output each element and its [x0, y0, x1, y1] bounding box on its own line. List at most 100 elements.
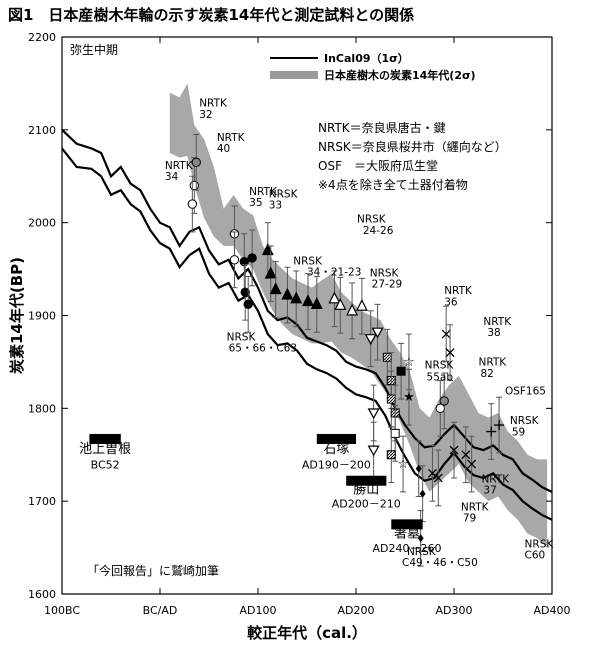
sample-label: NRTK [199, 98, 228, 110]
data-point-square [386, 394, 396, 404]
data-point-x [433, 473, 443, 483]
data-point-circle [229, 255, 240, 265]
x-tick-label: AD100 [240, 604, 277, 617]
x-tick-label: AD400 [534, 604, 571, 617]
sample-label: 65・66・C63 [229, 343, 297, 355]
data-point-circle [247, 253, 257, 263]
period-site-name: 箸墓 [394, 525, 420, 541]
sample-label: OSF165 [505, 385, 546, 397]
sample-label: 33 [269, 200, 282, 212]
sample-label: 79 [463, 513, 476, 525]
period-date: BC52 [91, 459, 120, 472]
sample-label: 59 [512, 426, 525, 438]
x-tick-label: 100BC [44, 604, 80, 617]
period-site-name: 勝山 [353, 483, 379, 498]
data-point-triangle [269, 282, 282, 295]
data-point-triangle [302, 294, 314, 307]
sample-label: NRTK [217, 132, 246, 144]
figure-title: 図1 日本産樹木年輪の示す炭素14年代と測定試料との関係 [8, 6, 415, 24]
site-note: NRSK＝奈良県桜井市（纒向など） [318, 139, 507, 154]
chart-footnote: 「今回報告」に鷲崎加筆 [87, 563, 219, 578]
sample-label: NRTK [461, 501, 490, 513]
sample-label: C60 [525, 550, 546, 562]
data-point-triangle [310, 297, 323, 309]
data-point-x [467, 459, 477, 469]
data-point-star: ☆ [403, 355, 415, 370]
period-date: AD190－200 [302, 459, 371, 472]
sample-label: NRSK [407, 546, 437, 558]
sample-label: C49・46・C50 [402, 557, 478, 569]
y-tick-label: 2000 [28, 217, 56, 230]
sample-label: 40 [217, 143, 230, 155]
sample-label: 37 [483, 485, 496, 497]
period-date: AD200－210 [332, 498, 401, 511]
sample-label: NRSK [510, 415, 540, 427]
data-point-plus [494, 420, 505, 431]
sample-label: NRSK [357, 214, 387, 226]
data-point-x [445, 348, 455, 358]
sample-label: 34・21-23 [307, 267, 361, 279]
plot-frame [61, 36, 553, 595]
data-point-triangle [355, 298, 368, 311]
data-point-circle [189, 180, 200, 191]
data-point-circle [439, 396, 449, 406]
x-tick-label: AD200 [338, 604, 375, 617]
sample-label: NRTK [249, 186, 278, 198]
sample-label: 27-29 [372, 279, 403, 291]
period-site-name: 石塚 [323, 442, 349, 457]
sample-label: 24-26 [363, 225, 394, 237]
data-point-square [390, 428, 400, 438]
sample-label: 32 [199, 109, 212, 121]
data-point-triangle [290, 291, 303, 304]
data-point-x [427, 468, 437, 478]
data-point-x [441, 329, 451, 339]
japan-tree-band [169, 83, 548, 548]
y-tick-label: 2100 [28, 124, 56, 137]
sample-label: NRSK [525, 539, 555, 551]
data-point-circle [187, 199, 198, 209]
data-point-triangle-down [371, 327, 384, 339]
sample-label: 34 [165, 171, 179, 183]
y-tick-label: 1600 [28, 588, 56, 601]
data-point-triangle-down [364, 334, 377, 345]
sample-label: NRSK [227, 332, 257, 344]
site-note: OSF ＝大阪府瓜生堂 [318, 158, 438, 173]
period-bar [89, 433, 121, 444]
period-site-name: 池上曽根 [79, 442, 131, 457]
period-bar [316, 433, 356, 444]
x-tick-label: BC/AD [143, 604, 178, 617]
data-point-triangle-down [367, 408, 380, 420]
sample-label: 36 [444, 296, 458, 308]
sample-label: NRSK [370, 268, 400, 280]
data-point-triangle-down [367, 445, 380, 457]
data-point-x [449, 445, 459, 455]
data-point-circle [191, 157, 201, 168]
x-tick-label: AD300 [436, 604, 473, 617]
sample-label: NRTK [165, 160, 194, 172]
data-point-diamond [415, 464, 422, 473]
data-point-triangle [264, 266, 277, 279]
y-axis-label: 炭素14年代(BP) [8, 257, 26, 374]
y-tick-label: 1700 [28, 495, 56, 508]
sample-label: NRSK [293, 255, 323, 267]
sample-label: 35 [249, 197, 262, 209]
site-note: NRTK＝奈良県唐古・鍵 [318, 120, 446, 135]
period-date: AD240－260 [372, 542, 441, 555]
site-note: ※4点を除き全て土器付着物 [318, 177, 468, 192]
period-corner-label: 弥生中期 [70, 42, 118, 57]
data-point-circle [243, 299, 253, 310]
y-tick-label: 1800 [28, 402, 56, 415]
sample-label: NRTK [481, 474, 510, 486]
sample-label: NRSK [269, 189, 299, 201]
y-tick-label: 2200 [28, 31, 56, 44]
sample-label: NRTK [479, 357, 508, 369]
sample-label: NRTK [483, 316, 512, 328]
sample-label: NRSK [425, 359, 455, 371]
legend-band-label: 日本産樹木の炭素14年代(2σ) [324, 68, 476, 82]
data-point-plus [486, 426, 497, 437]
data-point-star: ★ [403, 390, 415, 405]
data-point-triangle [281, 287, 294, 300]
y-tick-label: 1900 [28, 310, 56, 323]
data-point-square [386, 450, 396, 460]
